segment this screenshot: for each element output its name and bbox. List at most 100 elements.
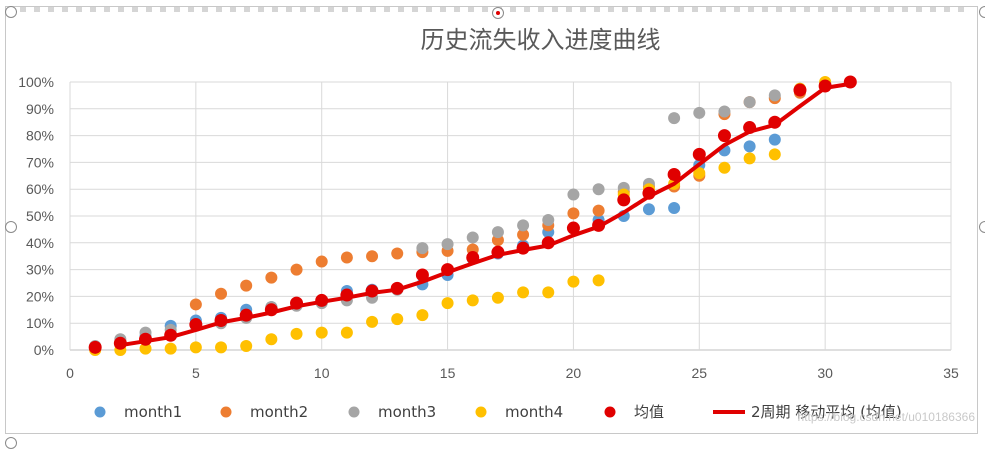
chart-title: 历史流失收入进度曲线: [421, 26, 661, 54]
x-tick-label: 10: [314, 365, 330, 381]
y-tick-label: 50%: [26, 208, 54, 224]
y-tick-label: 0%: [34, 342, 54, 358]
y-tick-label: 30%: [26, 262, 54, 278]
series-month3: [89, 76, 857, 352]
data-point: [542, 214, 555, 227]
data-point: [416, 242, 429, 255]
legend-item: month4: [475, 403, 563, 421]
data-point: [466, 294, 479, 307]
legend-label: 均值: [634, 403, 664, 421]
x-tick-label: 0: [66, 365, 74, 381]
data-point: [290, 327, 303, 340]
data-point: [768, 133, 781, 146]
data-point: [340, 251, 353, 264]
legend-marker: [604, 406, 616, 418]
data-point: [567, 275, 580, 288]
chart-frame[interactable]: [5, 6, 985, 449]
data-point: [693, 106, 706, 119]
legend-item: 均值: [604, 403, 664, 421]
data-point: [441, 238, 454, 251]
data-point: [240, 279, 253, 292]
x-tick-label: 5: [192, 365, 200, 381]
chart-svg: 历史流失收入进度曲线 0% 10% 20% 30% 40% 50% 60% 70% 80% 90% 1…: [18, 26, 959, 421]
series-均值: [88, 75, 857, 354]
data-point: [215, 341, 228, 354]
data-point: [441, 297, 454, 310]
y-tick-label: 60%: [26, 181, 54, 197]
legend-marker: [94, 406, 106, 418]
data-point: [617, 193, 631, 207]
y-tick-label: 40%: [26, 235, 54, 251]
data-point: [718, 161, 731, 174]
data-point: [491, 226, 504, 239]
x-tick-label: 25: [691, 365, 707, 381]
data-point: [164, 342, 177, 355]
data-point: [215, 287, 228, 300]
legend-item: 2周期 移动平均 (均值): [713, 403, 902, 421]
data-point: [768, 89, 781, 102]
y-tick-label: 80%: [26, 128, 54, 144]
resize-handle-mid-left[interactable]: [5, 221, 17, 233]
series-month4: [89, 76, 857, 356]
x-tick-label: 15: [440, 365, 456, 381]
data-point: [189, 341, 202, 354]
data-point: [517, 228, 530, 241]
data-point: [366, 250, 379, 263]
legend-item: month3: [348, 403, 436, 421]
resize-handle-mid-right[interactable]: [979, 221, 985, 233]
data-point: [415, 268, 429, 282]
legend-marker: [475, 406, 487, 418]
data-point: [592, 274, 605, 287]
x-tick-label: 35: [943, 365, 959, 381]
legend-label: 2周期 移动平均 (均值): [751, 403, 902, 421]
legend-marker: [220, 406, 232, 418]
series-month2: [89, 76, 857, 354]
data-point: [668, 112, 681, 125]
data-point: [265, 333, 278, 346]
data-point: [391, 313, 404, 326]
y-tick-label: 20%: [26, 288, 54, 304]
data-point: [139, 342, 152, 355]
data-point: [391, 247, 404, 260]
data-point: [768, 148, 781, 161]
data-point: [693, 167, 706, 180]
data-point: [668, 201, 681, 214]
legend-marker: [348, 406, 360, 418]
data-point: [517, 219, 530, 232]
data-point: [567, 207, 580, 220]
data-point: [793, 83, 807, 97]
resize-handle-top-right[interactable]: [979, 6, 985, 18]
legend-label: month3: [378, 403, 436, 421]
y-tick-label: 10%: [26, 315, 54, 331]
data-point: [315, 326, 328, 339]
data-point: [592, 204, 605, 217]
data-point: [88, 340, 102, 354]
data-point: [240, 339, 253, 352]
data-point: [189, 298, 202, 311]
data-point: [743, 152, 756, 165]
series-line-2周期 移动平均 (均值): [118, 81, 853, 348]
resize-handle-top-left[interactable]: [5, 6, 17, 18]
resize-handle-top-mid[interactable]: [492, 7, 504, 19]
data-point: [717, 129, 731, 143]
watermark: https://blog.csdn.net/u010186366: [797, 410, 975, 424]
data-point: [366, 315, 379, 328]
y-tick-label: 100%: [18, 74, 54, 90]
legend-label: month1: [124, 403, 182, 421]
data-point: [466, 231, 479, 244]
data-point: [718, 105, 731, 118]
legend-item: month2: [220, 403, 308, 421]
data-point: [340, 326, 353, 339]
data-point: [743, 140, 756, 153]
data-point: [517, 286, 530, 299]
data-point: [416, 309, 429, 322]
data-point: [542, 286, 555, 299]
data-point: [743, 96, 756, 109]
data-point: [491, 291, 504, 304]
data-point: [592, 183, 605, 196]
data-point: [642, 203, 655, 216]
legend-item: month1: [94, 403, 182, 421]
data-point: [566, 221, 580, 235]
data-point: [290, 263, 303, 276]
y-tick-label: 70%: [26, 154, 54, 170]
